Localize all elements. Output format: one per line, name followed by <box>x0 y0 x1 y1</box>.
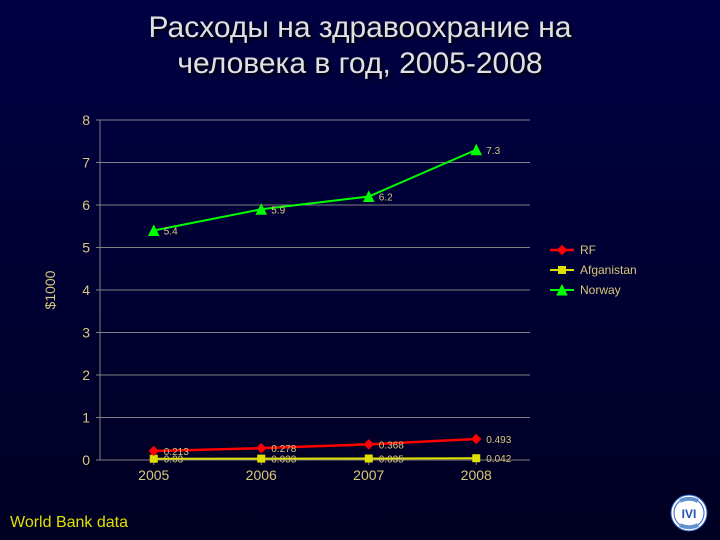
svg-text:5: 5 <box>82 240 90 256</box>
svg-text:0.033: 0.033 <box>271 455 296 466</box>
svg-text:2005: 2005 <box>138 467 169 483</box>
svg-text:Norway: Norway <box>580 283 621 297</box>
svg-text:7: 7 <box>82 155 90 171</box>
svg-text:RF: RF <box>580 243 596 257</box>
svg-text:0: 0 <box>82 452 90 468</box>
svg-text:0.278: 0.278 <box>271 444 296 455</box>
svg-text:$1000: $1000 <box>42 270 58 309</box>
svg-text:4: 4 <box>82 282 90 298</box>
logo: IVI <box>670 494 708 532</box>
svg-text:3: 3 <box>82 325 90 341</box>
svg-text:8: 8 <box>82 112 90 128</box>
svg-text:6: 6 <box>82 197 90 213</box>
svg-text:1: 1 <box>82 410 90 426</box>
title-line-2: человека в год, 2005-2008 <box>177 47 542 80</box>
svg-text:2: 2 <box>82 367 90 383</box>
svg-text:2006: 2006 <box>246 467 277 483</box>
svg-text:2007: 2007 <box>353 467 384 483</box>
footer-source: World Bank data <box>10 514 128 532</box>
slide-title: Расходы на здравоохрание на человека в г… <box>0 0 720 82</box>
slide: Расходы на здравоохрание на человека в г… <box>0 0 720 540</box>
svg-text:6.2: 6.2 <box>379 193 393 204</box>
svg-text:0.493: 0.493 <box>486 435 511 446</box>
chart: 0 1 2 3 4 5 6 7 8 2005 2006 2007 2008 $1000 5.4 5.9 6.2 7… <box>40 110 680 490</box>
svg-text:5.9: 5.9 <box>271 205 285 216</box>
svg-text:2008: 2008 <box>461 467 492 483</box>
svg-text:0.213: 0.213 <box>164 447 189 458</box>
svg-text:Afganistan: Afganistan <box>580 263 637 277</box>
svg-text:7.3: 7.3 <box>486 146 500 157</box>
svg-text:0.035: 0.035 <box>379 455 404 466</box>
svg-text:0.042: 0.042 <box>486 454 511 465</box>
logo-text: IVI <box>682 507 697 521</box>
svg-text:5.4: 5.4 <box>164 227 178 238</box>
svg-text:0.368: 0.368 <box>379 440 404 451</box>
title-line-1: Расходы на здравоохрание на <box>149 11 572 44</box>
chart-svg: 0 1 2 3 4 5 6 7 8 2005 2006 2007 2008 $1000 5.4 5.9 6.2 7… <box>40 110 680 490</box>
logo-svg: IVI <box>670 494 708 532</box>
